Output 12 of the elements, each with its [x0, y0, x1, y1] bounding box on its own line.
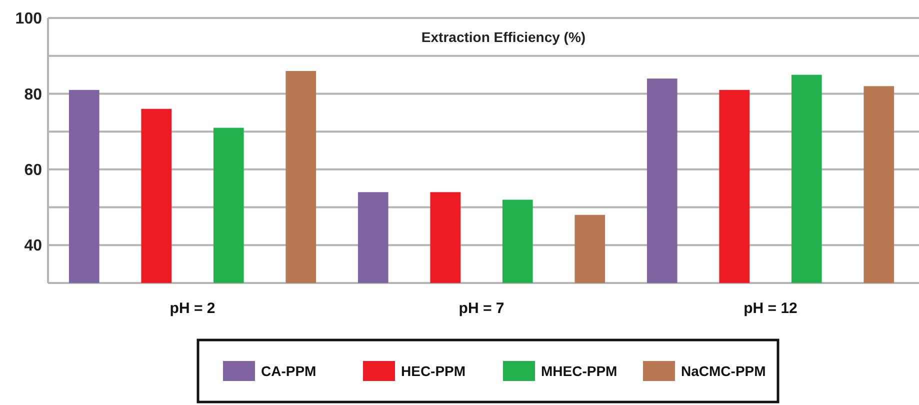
y-tick-label: 100: [15, 10, 42, 28]
y-tick-label: 80: [24, 86, 42, 104]
legend-label: MHEC-PPM: [541, 362, 618, 379]
x-tick-label: pH = 7: [458, 300, 504, 317]
y-tick-label: 60: [24, 162, 42, 180]
y-tick-label: 40: [24, 238, 42, 255]
legend-label: NaCMC-PPM: [681, 362, 766, 379]
legend-label: HEC-PPM: [401, 362, 466, 379]
x-tick-label: pH = 12: [744, 300, 798, 317]
text: Extraction Efficiency (%): [421, 28, 586, 45]
legend-label: CA-PPM: [261, 362, 316, 379]
x-tick-label: pH = 2: [170, 300, 216, 317]
